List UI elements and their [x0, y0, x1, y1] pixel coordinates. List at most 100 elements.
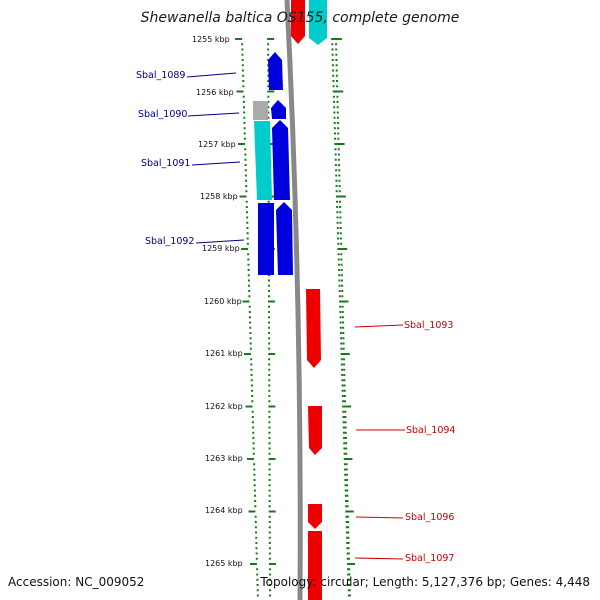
minor-tick	[243, 132, 246, 135]
minor-tick	[344, 410, 347, 413]
major-tick	[268, 458, 276, 460]
backbone-line	[284, 0, 303, 600]
minor-tick	[344, 484, 347, 487]
minor-tick	[244, 158, 247, 161]
minor-tick	[268, 521, 271, 523]
gene-label-sbal-1090[interactable]: Sbal_1090	[138, 109, 187, 120]
minor-tick	[268, 389, 271, 392]
gene-label-sbal-1092[interactable]: Sbal_1092	[145, 236, 194, 247]
scale-axis: 1255 kbp 1256 kbp 1257 kbp 1258 kbp 1259…	[192, 35, 243, 568]
minor-tick	[248, 311, 251, 313]
forward-gene-arrow	[276, 202, 293, 275]
gene-label-sbal-1094[interactable]: Sbal_1094	[406, 425, 455, 436]
minor-tick	[337, 137, 340, 140]
minor-tick	[335, 190, 338, 193]
minor-tick	[268, 526, 271, 529]
minor-tick	[345, 452, 348, 455]
minor-tick	[267, 53, 270, 56]
minor-tick	[343, 374, 346, 376]
minor-tick	[250, 379, 253, 382]
minor-tick	[335, 169, 338, 172]
major-tick	[345, 458, 353, 460]
minor-tick	[347, 521, 350, 523]
minor-tick	[335, 48, 338, 51]
minor-tick	[345, 442, 348, 445]
minor-tick	[345, 500, 347, 502]
minor-tick	[332, 74, 335, 77]
scale-tick-label: 1259 kbp	[202, 244, 240, 253]
minor-tick	[253, 463, 256, 466]
minor-tick	[267, 69, 270, 72]
minor-tick	[338, 274, 341, 277]
label-leader-line	[187, 112, 240, 117]
minor-tick	[246, 216, 249, 219]
minor-tick	[340, 269, 343, 271]
minor-tick	[267, 284, 270, 287]
forward-gene-arrow	[268, 52, 283, 90]
minor-tick	[336, 116, 339, 119]
gene-label-sbal-1091[interactable]: Sbal_1091	[141, 158, 190, 169]
minor-tick	[344, 473, 347, 476]
major-tick	[340, 248, 348, 250]
minor-tick	[338, 179, 341, 182]
minor-tick	[346, 542, 349, 544]
minor-tick	[333, 101, 336, 103]
minor-tick	[347, 557, 350, 560]
gene-label-sbal-1093[interactable]: Sbal_1093	[404, 320, 453, 331]
minor-tick	[250, 358, 253, 361]
minor-tick	[268, 578, 271, 581]
minor-tick	[247, 263, 250, 266]
minor-tick	[341, 374, 344, 376]
minor-tick	[250, 374, 253, 376]
minor-tick	[339, 237, 342, 240]
minor-tick	[337, 258, 340, 261]
minor-tick	[268, 484, 271, 487]
minor-tick	[346, 515, 349, 518]
major-tick	[338, 195, 346, 198]
minor-tick	[343, 437, 346, 439]
minor-tick	[340, 253, 343, 256]
minor-tick	[343, 363, 346, 366]
minor-tick	[337, 127, 340, 130]
minor-tick	[249, 342, 252, 345]
minor-tick	[336, 232, 339, 235]
minor-tick	[335, 174, 338, 177]
minor-tick	[338, 164, 341, 166]
gene-label-sbal-1097[interactable]: Sbal_1097	[405, 553, 454, 564]
gene-label-sbal-1089[interactable]: Sbal_1089	[136, 70, 185, 81]
minor-tick	[243, 111, 246, 114]
minor-tick	[331, 43, 334, 46]
minor-tick	[268, 342, 271, 345]
minor-tick	[335, 179, 338, 182]
minor-tick	[338, 279, 341, 282]
minor-tick	[336, 80, 338, 82]
minor-tick	[268, 479, 271, 481]
feature-track	[253, 0, 327, 600]
minor-tick	[251, 410, 254, 413]
minor-tick	[341, 284, 344, 287]
major-tick	[268, 510, 276, 513]
minor-tick	[253, 479, 256, 481]
minor-tick	[268, 395, 271, 397]
minor-tick	[339, 232, 342, 235]
major-tick	[244, 353, 252, 355]
minor-tick	[348, 584, 351, 586]
minor-tick	[335, 64, 338, 67]
minor-tick	[331, 53, 334, 56]
minor-tick	[268, 379, 271, 382]
minor-tick	[347, 584, 350, 586]
minor-tick	[339, 227, 342, 229]
minor-tick	[331, 48, 334, 51]
minor-tick	[348, 589, 351, 592]
minor-tick	[268, 500, 271, 502]
gene-label-sbal-1096[interactable]: Sbal_1096	[405, 512, 454, 523]
minor-tick	[250, 363, 253, 366]
major-tick	[248, 510, 256, 513]
minor-tick	[241, 69, 244, 72]
minor-tick	[268, 374, 271, 376]
major-tick	[268, 563, 276, 565]
minor-tick	[347, 568, 350, 571]
minor-tick	[244, 153, 247, 156]
